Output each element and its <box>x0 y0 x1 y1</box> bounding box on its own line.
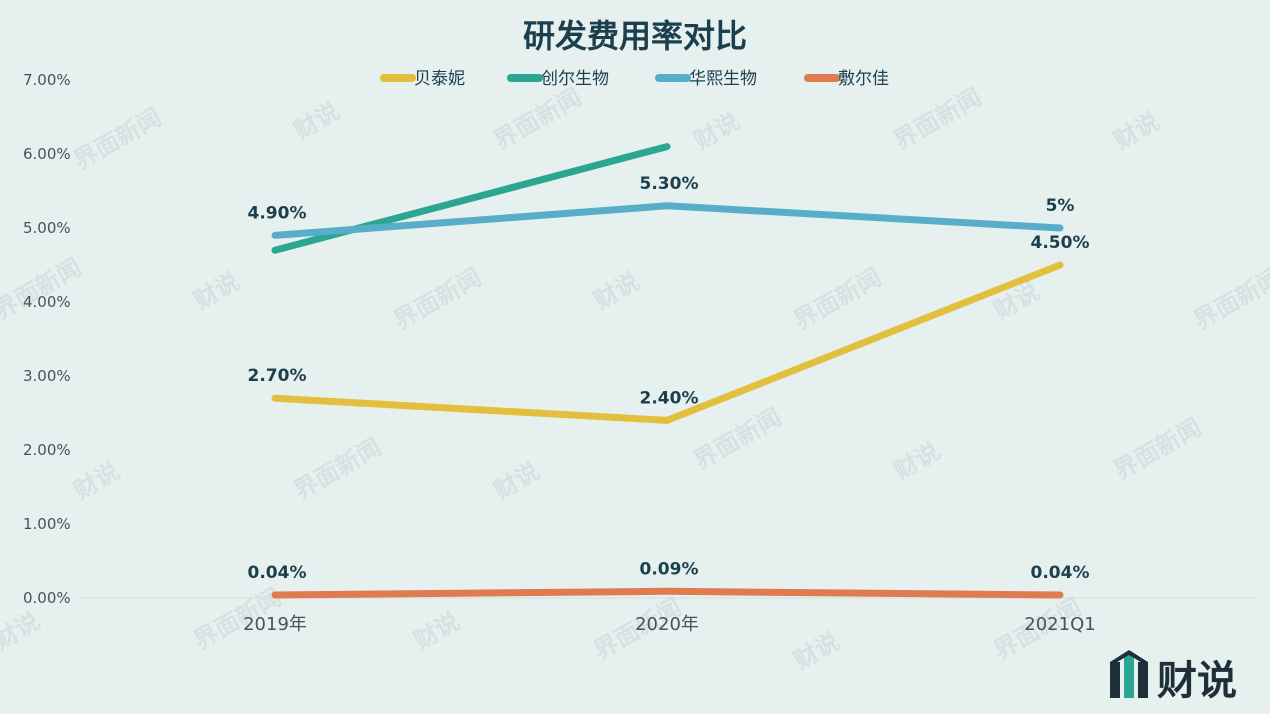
watermark-text: 财说 <box>589 267 645 315</box>
watermark-text: 财说 <box>889 437 945 485</box>
watermark-text: 界面新闻 <box>1109 413 1206 485</box>
caishuo-logo: 财说 <box>1110 650 1237 704</box>
watermark-text: 财说 <box>0 607 45 655</box>
watermark-text: 财说 <box>189 267 245 315</box>
x-tick-label: 2020年 <box>635 614 699 635</box>
legend-item: 贝泰妮 <box>384 69 465 89</box>
watermark-text: 界面新闻 <box>69 103 166 175</box>
watermark-text: 界面新闻 <box>289 433 386 505</box>
watermark-text: 财说 <box>689 107 745 155</box>
x-axis: 2019年 2020年 2021Q1 <box>243 614 1096 635</box>
watermark-text: 财说 <box>289 97 345 145</box>
y-tick-label: 4.00% <box>23 293 71 311</box>
watermark-text: 财说 <box>789 627 845 675</box>
watermark-text: 财说 <box>489 457 545 505</box>
y-tick-label: 1.00% <box>23 515 71 533</box>
y-tick-label: 0.00% <box>23 589 71 607</box>
data-label: 5% <box>1046 196 1075 216</box>
legend-label: 华熙生物 <box>689 69 757 89</box>
watermark-text: 财说 <box>409 607 465 655</box>
logo-text: 财说 <box>1157 658 1237 704</box>
watermark-text: 界面新闻 <box>789 263 886 335</box>
y-axis: 0.00% 1.00% 2.00% 3.00% 4.00% 5.00% 6.00% 7.00% <box>23 71 71 607</box>
legend-item: 华熙生物 <box>659 69 757 89</box>
x-tick-label: 2021Q1 <box>1024 614 1095 635</box>
watermark-text: 界面新闻 <box>489 83 586 155</box>
y-tick-label: 2.00% <box>23 441 71 459</box>
y-tick-label: 5.00% <box>23 219 71 237</box>
y-tick-label: 6.00% <box>23 145 71 163</box>
series-line <box>275 591 1060 595</box>
y-tick-label: 7.00% <box>23 71 71 89</box>
y-tick-label: 3.00% <box>23 367 71 385</box>
watermark-text: 财说 <box>1109 107 1165 155</box>
series-line <box>275 147 667 251</box>
data-label: 0.09% <box>640 559 699 579</box>
data-label: 0.04% <box>1031 563 1090 583</box>
watermark-text: 界面新闻 <box>689 403 786 475</box>
legend-label: 敷尔佳 <box>838 69 889 89</box>
data-label: 5.30% <box>640 174 699 194</box>
data-label: 2.40% <box>640 388 699 408</box>
watermark-text: 界面新闻 <box>1189 263 1270 335</box>
data-labels: 2.70% 2.40% 4.50% 4.90% 5.30% 5% 0.04% 0.09% 0.0… <box>248 174 1090 583</box>
data-label: 4.90% <box>248 203 307 223</box>
legend: 贝泰妮 创尔生物 华熙生物 敷尔佳 <box>384 69 889 89</box>
logo-mark <box>1110 650 1148 698</box>
series-lines <box>275 147 1060 595</box>
watermark-text: 界面新闻 <box>389 263 486 335</box>
watermark-text: 界面新闻 <box>0 253 86 325</box>
data-label: 2.70% <box>248 366 307 386</box>
legend-label: 创尔生物 <box>541 69 609 89</box>
legend-item: 创尔生物 <box>511 69 609 89</box>
data-label: 0.04% <box>248 563 307 583</box>
chart-title: 研发费用率对比 <box>523 17 747 55</box>
data-label: 4.50% <box>1031 233 1090 253</box>
x-tick-label: 2019年 <box>243 614 307 635</box>
legend-label: 贝泰妮 <box>414 69 465 89</box>
watermark-text: 财说 <box>69 457 125 505</box>
legend-item: 敷尔佳 <box>808 69 889 89</box>
watermark-text: 界面新闻 <box>889 83 986 155</box>
